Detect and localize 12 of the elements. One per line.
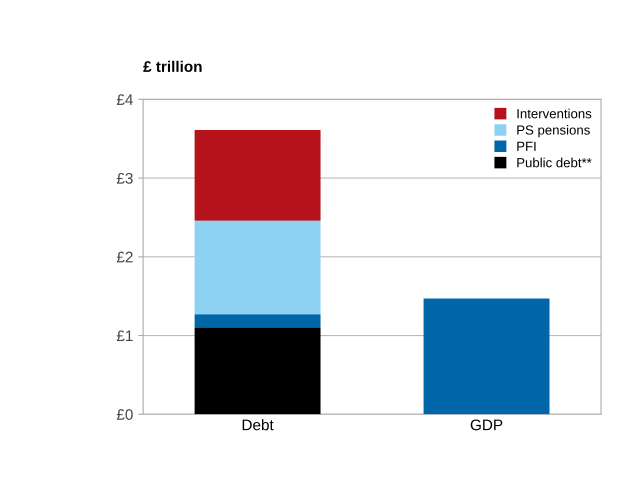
y-tick-label: £4 [116, 94, 133, 105]
y-tick-label: £2 [116, 252, 133, 262]
y-axis-title: £ trillion [143, 60, 202, 72]
legend-label: Public debt** [517, 158, 592, 168]
legend-label: PS pensions [517, 124, 590, 138]
x-tick-label: GDP [470, 420, 502, 430]
legend-label: Interventions [517, 108, 592, 118]
y-tick-label: £3 [116, 172, 133, 184]
y-tick-label: £0 [116, 409, 133, 420]
y-tick-label: £1 [116, 330, 133, 342]
x-tick-label: Debt [242, 419, 274, 430]
legend-label: PFI [517, 142, 536, 151]
